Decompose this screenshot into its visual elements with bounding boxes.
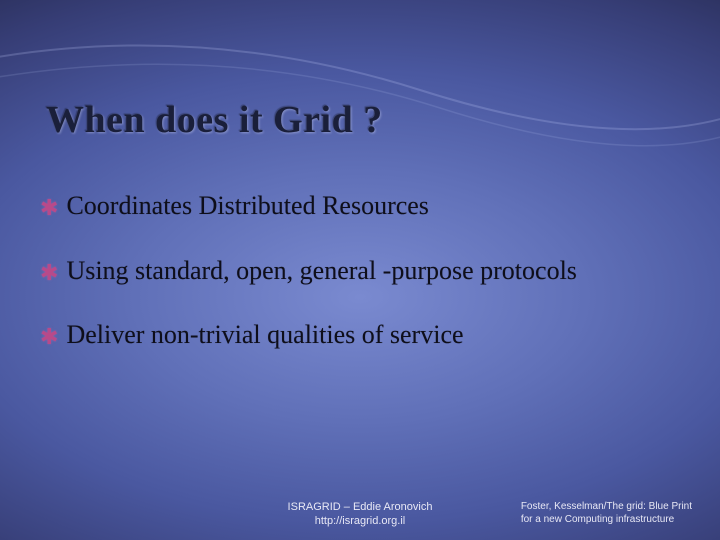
bullet-marker-icon: ✱ xyxy=(40,259,58,287)
bullet-text: Using standard, open, general -purpose p… xyxy=(66,255,680,288)
bullet-text: Coordinates Distributed Resources xyxy=(66,190,680,223)
footer-right: Foster, Kesselman/The grid: Blue Print f… xyxy=(521,500,692,526)
slide-footer: ISRAGRID – Eddie Aronovich http://isragr… xyxy=(0,500,720,526)
slide-title: When does it Grid ? xyxy=(46,98,383,142)
bullet-item: ✱ Deliver non-trivial qualities of servi… xyxy=(40,319,680,352)
bullet-marker-icon: ✱ xyxy=(40,194,58,222)
footer-citation-line1: Foster, Kesselman/The grid: Blue Print xyxy=(521,500,692,513)
footer-author: ISRAGRID – Eddie Aronovich xyxy=(288,500,433,514)
bullet-item: ✱ Coordinates Distributed Resources xyxy=(40,190,680,223)
bullet-text: Deliver non-trivial qualities of service xyxy=(66,319,680,352)
footer-url: http://isragrid.org.il xyxy=(288,514,433,528)
bullet-item: ✱ Using standard, open, general -purpose… xyxy=(40,255,680,288)
bullet-list: ✱ Coordinates Distributed Resources ✱ Us… xyxy=(40,190,680,384)
slide: When does it Grid ? ✱ Coordinates Distri… xyxy=(0,0,720,540)
footer-center: ISRAGRID – Eddie Aronovich http://isragr… xyxy=(288,500,433,529)
bullet-marker-icon: ✱ xyxy=(40,323,58,351)
footer-citation-line2: for a new Computing infrastructure xyxy=(521,513,692,526)
